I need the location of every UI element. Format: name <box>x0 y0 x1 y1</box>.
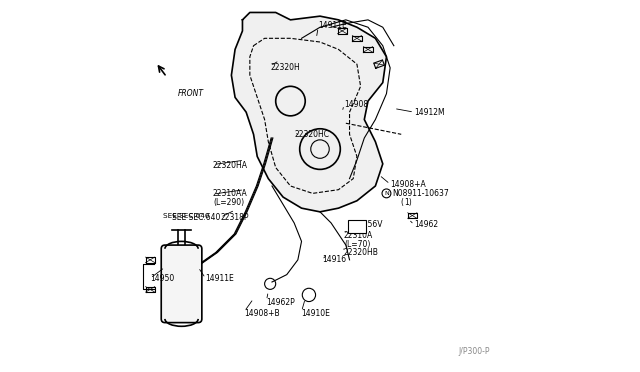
Text: 14962P: 14962P <box>266 298 295 307</box>
Text: 14962: 14962 <box>414 220 438 229</box>
FancyBboxPatch shape <box>161 245 202 323</box>
Text: SEE SEC.640: SEE SEC.640 <box>163 213 209 219</box>
Text: J/P300-P: J/P300-P <box>458 347 490 356</box>
Text: (L=70): (L=70) <box>344 240 371 249</box>
Text: FRONT: FRONT <box>178 89 204 98</box>
Text: 22320HC: 22320HC <box>294 130 329 139</box>
Text: 1: 1 <box>404 198 409 207</box>
Text: 22320HA: 22320HA <box>213 161 248 170</box>
Polygon shape <box>232 13 387 212</box>
Text: 14916: 14916 <box>322 255 346 264</box>
Text: N: N <box>384 191 389 196</box>
Text: SEE SEC.640: SEE SEC.640 <box>172 213 221 222</box>
Text: 22320HB: 22320HB <box>344 248 379 257</box>
Text: 22318P: 22318P <box>220 213 249 222</box>
Text: (L=290): (L=290) <box>213 198 244 207</box>
Text: 14910E: 14910E <box>301 309 330 318</box>
Text: 14908+A: 14908+A <box>390 180 426 189</box>
Text: 22310AA: 22310AA <box>213 189 248 198</box>
Text: (  ): ( ) <box>401 198 412 207</box>
Bar <box>348 220 366 233</box>
Text: 14956V: 14956V <box>353 220 383 229</box>
Text: 14911E: 14911E <box>318 21 347 30</box>
Text: 14912M: 14912M <box>414 108 445 117</box>
Text: N08911-10637: N08911-10637 <box>392 189 449 198</box>
Text: 14908: 14908 <box>344 100 368 109</box>
Text: 22310A: 22310A <box>344 231 373 240</box>
Text: 14950: 14950 <box>150 274 175 283</box>
Text: 14908+B: 14908+B <box>244 309 280 318</box>
Text: 14911E: 14911E <box>205 274 234 283</box>
Text: 22320H: 22320H <box>270 63 300 72</box>
